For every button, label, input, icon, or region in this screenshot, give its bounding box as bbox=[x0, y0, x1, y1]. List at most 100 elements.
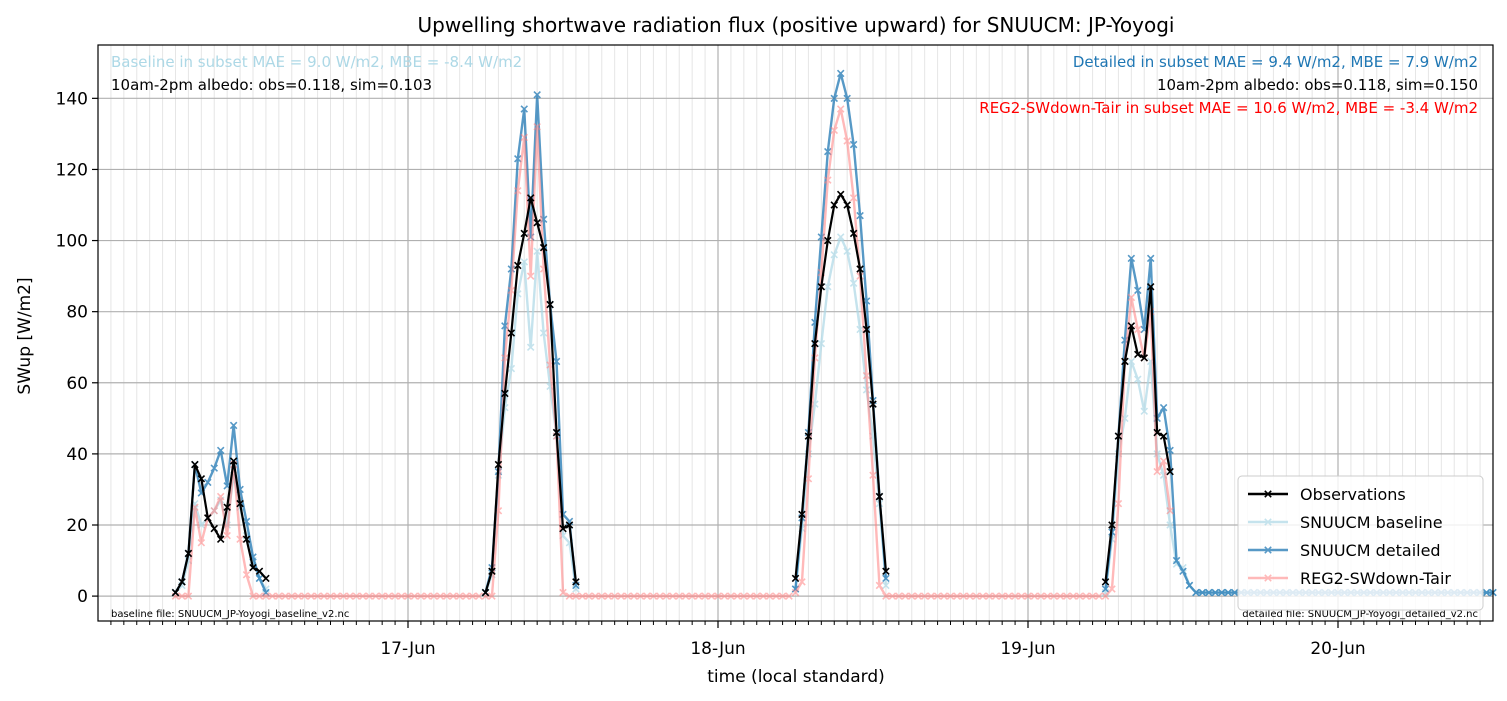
data-point bbox=[836, 233, 845, 241]
data-point bbox=[895, 592, 903, 600]
data-point bbox=[759, 592, 767, 600]
data-point bbox=[843, 247, 851, 255]
data-point bbox=[223, 531, 231, 540]
data-point bbox=[920, 592, 929, 600]
data-point bbox=[830, 201, 839, 209]
legend-label: Observations bbox=[1300, 485, 1406, 504]
data-point bbox=[1134, 286, 1142, 295]
data-point bbox=[287, 592, 296, 600]
data-point bbox=[824, 283, 832, 291]
data-point bbox=[520, 105, 529, 113]
data-point bbox=[242, 571, 251, 579]
data-point bbox=[1230, 588, 1239, 597]
data-point bbox=[359, 592, 367, 600]
data-point bbox=[520, 258, 529, 266]
legend-swatch bbox=[1248, 490, 1288, 498]
data-point bbox=[875, 581, 884, 590]
data-point bbox=[1017, 592, 1026, 600]
data-point bbox=[572, 592, 580, 600]
data-point bbox=[526, 272, 535, 280]
data-point bbox=[791, 574, 800, 583]
data-point bbox=[216, 492, 225, 501]
data-point bbox=[1024, 592, 1032, 600]
data-point bbox=[1482, 588, 1491, 597]
data-point bbox=[811, 339, 819, 348]
data-point bbox=[1166, 446, 1174, 455]
detailed-file-annotation: detailed file: SNUUCM_JP-Yoyogi_detailed… bbox=[1242, 609, 1478, 620]
data-point bbox=[526, 194, 535, 202]
data-point bbox=[378, 592, 386, 600]
data-point bbox=[1101, 592, 1110, 600]
data-point bbox=[229, 421, 238, 430]
data-point bbox=[843, 201, 851, 209]
data-point bbox=[514, 261, 522, 270]
data-point bbox=[462, 592, 470, 600]
data-point bbox=[1062, 592, 1071, 600]
data-point bbox=[300, 592, 309, 600]
data-point bbox=[1159, 432, 1168, 440]
data-point bbox=[649, 592, 658, 600]
data-point bbox=[888, 592, 897, 600]
data-point bbox=[346, 592, 354, 600]
y-tick-label: 20 bbox=[66, 516, 88, 536]
data-point bbox=[1069, 592, 1077, 600]
data-point bbox=[636, 592, 645, 600]
data-point bbox=[455, 592, 464, 600]
data-point bbox=[1011, 592, 1019, 600]
legend-swatch bbox=[1248, 546, 1288, 554]
legend-label: SNUUCM baseline bbox=[1300, 513, 1443, 532]
data-point bbox=[1082, 592, 1090, 600]
data-point bbox=[798, 578, 806, 586]
data-point bbox=[236, 535, 244, 543]
data-point bbox=[849, 194, 858, 202]
data-point bbox=[927, 592, 935, 600]
data-point bbox=[675, 592, 684, 600]
data-point bbox=[869, 400, 877, 408]
data-point bbox=[875, 492, 884, 501]
data-point bbox=[1211, 588, 1220, 597]
data-point bbox=[720, 592, 729, 600]
data-point bbox=[184, 549, 193, 558]
data-point bbox=[533, 247, 541, 255]
data-point bbox=[1159, 457, 1168, 465]
data-point bbox=[572, 578, 580, 586]
data-point bbox=[262, 574, 270, 583]
data-point bbox=[1108, 585, 1116, 593]
data-point bbox=[533, 91, 541, 99]
detailed-albedo-annotation: 10am-2pm albedo: obs=0.118, sim=0.150 bbox=[1157, 76, 1478, 94]
data-point bbox=[307, 592, 315, 600]
data-point bbox=[191, 460, 199, 469]
data-point bbox=[223, 503, 231, 511]
data-point bbox=[856, 211, 864, 220]
data-point bbox=[836, 105, 845, 113]
data-point bbox=[197, 475, 206, 483]
data-point bbox=[882, 592, 890, 600]
legend-swatch bbox=[1248, 574, 1288, 582]
data-point bbox=[481, 588, 490, 597]
data-point bbox=[352, 592, 361, 600]
data-point bbox=[907, 592, 916, 600]
data-point bbox=[539, 329, 548, 337]
data-point bbox=[559, 524, 567, 533]
data-point bbox=[1185, 581, 1194, 590]
data-point bbox=[565, 521, 574, 529]
data-point bbox=[436, 592, 445, 600]
data-point bbox=[824, 176, 832, 184]
data-point bbox=[281, 592, 290, 600]
data-point bbox=[514, 155, 522, 163]
data-point bbox=[1088, 592, 1097, 600]
data-point bbox=[727, 592, 735, 600]
data-point bbox=[210, 524, 219, 533]
data-point bbox=[210, 507, 219, 515]
data-point bbox=[836, 190, 845, 199]
data-point bbox=[1179, 567, 1187, 575]
data-point bbox=[1166, 521, 1174, 529]
data-point bbox=[204, 478, 212, 487]
data-point bbox=[849, 229, 858, 238]
data-point bbox=[371, 592, 380, 600]
data-point bbox=[856, 265, 864, 273]
data-point bbox=[959, 592, 968, 600]
data-point bbox=[843, 94, 851, 103]
data-point bbox=[1127, 357, 1136, 366]
